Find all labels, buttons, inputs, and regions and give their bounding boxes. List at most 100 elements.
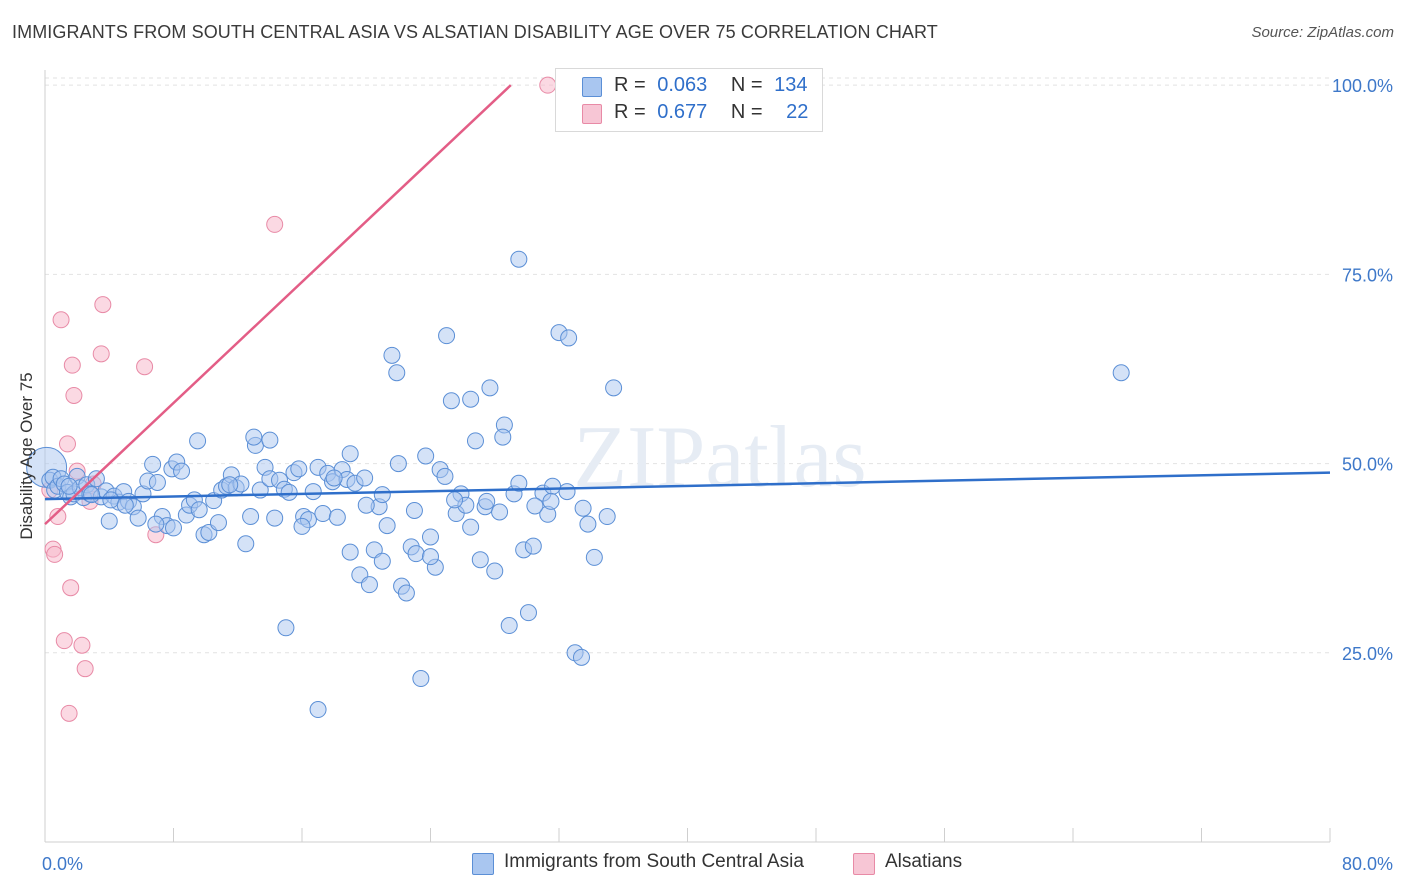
south-central-asia-point [60,477,78,495]
south-central-asia-point [486,562,504,580]
south-central-asia-point [494,428,512,446]
south-central-asia-point [173,462,191,480]
south-central-asia-point [519,604,537,622]
y-axis-label: Disability Age Over 75 [17,372,36,540]
pink-swatch-icon [582,104,602,124]
alsatians-point [92,345,110,363]
south-central-asia-point [293,517,311,535]
south-central-asia-point [341,445,359,463]
south-central-asia-point [442,392,460,410]
south-central-asia-point [309,701,327,719]
alsatians-point [62,579,80,597]
south-central-asia-point [436,467,454,485]
south-central-asia-point [242,508,260,526]
south-central-asia-point [277,619,295,637]
south-central-asia-point [102,491,120,509]
x-tick-label: 80.0% [1342,854,1393,874]
trendlines [44,84,1331,526]
south-central-asia-point [422,548,439,566]
alsatians-point [94,296,112,314]
south-central-asia-point [383,346,401,364]
watermark: ZIPatlas [573,409,866,506]
south-central-asia-point [328,508,346,526]
gridlines [45,77,1330,654]
y-tick-label: 50.0% [1342,455,1393,475]
south-central-asia-point [446,491,464,509]
legend-r-value: 0.063 [657,74,708,96]
alsatians-point [55,632,73,650]
south-central-asia-point [598,508,616,526]
south-central-asia-point [87,470,105,488]
south-central-asia-point [100,512,118,530]
series-name: Immigrants from South Central Asia [504,851,804,872]
south-central-asia-points [26,250,1130,719]
blue-swatch-icon [472,853,494,875]
south-central-asia-point [209,514,227,532]
south-central-asia-point [189,432,207,450]
x-tick-label: 0.0% [42,854,83,874]
south-central-asia-point [462,390,480,408]
south-central-asia-point [524,537,542,555]
south-central-asia-point [466,432,484,450]
y-tick-label: 100.0% [1332,76,1393,96]
alsatians-point [46,545,64,563]
alsatians-point [60,704,78,722]
south-central-asia-point [373,552,391,570]
south-central-asia-point [129,509,147,527]
alsatians-trendline [44,84,512,526]
south-central-asia-point [147,515,165,533]
alsatians-point [76,660,94,678]
south-central-asia-point [341,543,359,561]
south-central-asia-point [314,505,332,523]
alsatians-point [52,311,70,329]
source-credit: Source: ZipAtlas.com [1251,24,1394,41]
south-central-asia-point [1112,364,1130,382]
south-central-asia-point [325,469,343,487]
alsatians-point [65,386,83,404]
south-central-asia-point [526,497,544,515]
south-central-asia-point [605,379,623,397]
south-central-asia-point [356,469,374,487]
south-central-asia-point [357,496,375,514]
south-central-asia-point [83,486,101,504]
alsatians-point [63,356,81,374]
south-central-asia-point [245,428,263,446]
south-central-asia-point [290,460,308,478]
legend-n-value: 22 [786,101,809,123]
legend-r-label: R = [614,101,646,123]
alsatians-point [266,215,284,233]
y-tick-label: 75.0% [1342,265,1393,285]
south-central-asia-point [407,545,425,563]
blue-swatch-icon [582,77,602,97]
south-central-asia-point [397,584,415,602]
south-central-asia-point [221,476,239,494]
legend-n-value: 134 [774,74,808,96]
alsatians-point [539,76,557,94]
south-central-asia-point [510,250,528,268]
south-central-asia-point [388,364,406,382]
south-central-asia-point [378,517,396,535]
alsatians-point [58,435,76,453]
south-central-asia-point [116,496,134,514]
south-central-asia-point [165,519,182,537]
south-central-asia-point [478,492,496,510]
alsatians-point [73,636,91,654]
south-central-asia-point [405,501,423,519]
south-central-asia-point [510,474,528,492]
south-central-asia-point [412,670,430,688]
pink-swatch-icon [853,853,875,875]
correlation-legend: R = 0.063 N = 134 R = 0.677 N = 22 [555,68,823,132]
south-central-asia-point [574,499,592,517]
south-central-asia-point [417,447,435,465]
south-central-asia-point [491,503,509,521]
alsatians-point [136,358,154,376]
south-central-asia-point [579,515,597,533]
legend-n-label: N = [730,101,763,123]
y-tick-label: 25.0% [1342,644,1393,664]
south-central-asia-point [585,548,603,566]
south-central-asia-point [481,379,499,397]
south-central-asia-point [266,509,284,527]
legend-n-label: N = [730,74,763,96]
chart-title: IMMIGRANTS FROM SOUTH CENTRAL ASIA VS AL… [12,22,938,42]
